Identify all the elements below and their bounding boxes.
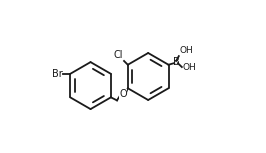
Text: B: B	[173, 58, 180, 67]
Text: Br: Br	[52, 69, 63, 79]
Text: Cl: Cl	[114, 50, 123, 60]
Text: OH: OH	[180, 46, 193, 55]
Text: OH: OH	[182, 63, 196, 72]
Text: O: O	[119, 89, 127, 99]
